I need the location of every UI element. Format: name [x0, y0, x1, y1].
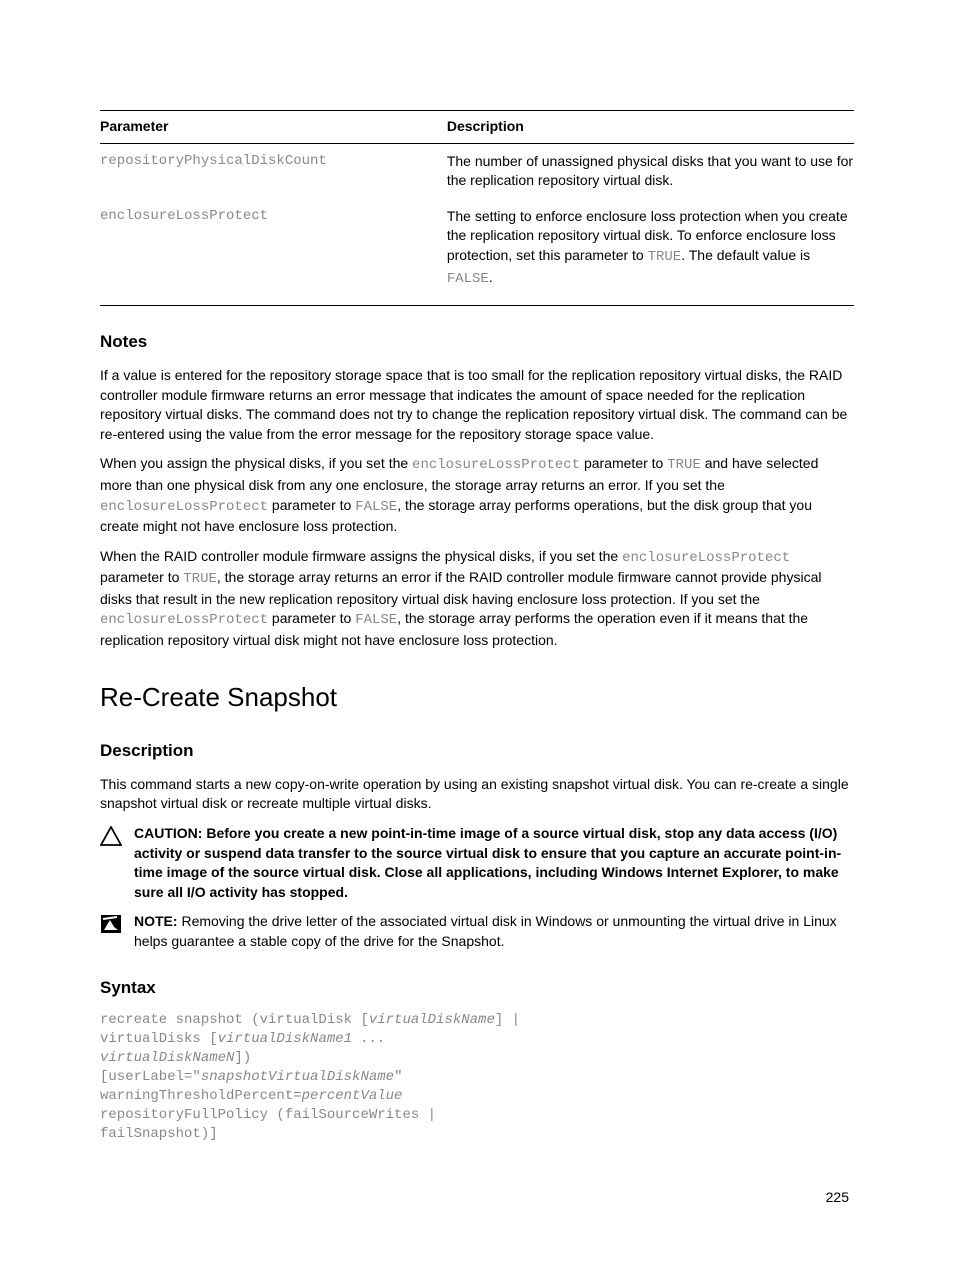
param-desc: The number of unassigned physical disks …	[447, 143, 854, 199]
table-row: repositoryPhysicalDiskCount The number o…	[100, 143, 854, 199]
syntax-block: recreate snapshot (virtualDisk [virtualD…	[100, 1011, 854, 1143]
description-heading: Description	[100, 739, 854, 763]
caution-icon	[100, 826, 126, 852]
notes-paragraph: When the RAID controller module firmware…	[100, 547, 854, 651]
syntax-heading: Syntax	[100, 976, 854, 1000]
param-name: enclosureLossProtect	[100, 199, 447, 306]
notes-paragraph: When you assign the physical disks, if y…	[100, 454, 854, 536]
note-text: NOTE: Removing the drive letter of the a…	[134, 912, 854, 951]
notes-paragraph: If a value is entered for the repository…	[100, 366, 854, 444]
description-text: This command starts a new copy-on-write …	[100, 775, 854, 814]
caution-text: CAUTION: Before you create a new point-i…	[134, 824, 854, 902]
note-callout: NOTE: Removing the drive letter of the a…	[100, 912, 854, 951]
desc-header: Description	[447, 111, 854, 144]
param-name: repositoryPhysicalDiskCount	[100, 143, 447, 199]
parameters-table: Parameter Description repositoryPhysical…	[100, 110, 854, 306]
note-icon	[100, 914, 126, 940]
recreate-heading: Re-Create Snapshot	[100, 679, 854, 715]
table-row: enclosureLossProtect The setting to enfo…	[100, 199, 854, 306]
notes-heading: Notes	[100, 330, 854, 354]
document-page: Parameter Description repositoryPhysical…	[0, 0, 954, 1268]
param-desc: The setting to enforce enclosure loss pr…	[447, 199, 854, 306]
page-number: 225	[826, 1188, 849, 1208]
param-header: Parameter	[100, 111, 447, 144]
caution-callout: CAUTION: Before you create a new point-i…	[100, 824, 854, 902]
